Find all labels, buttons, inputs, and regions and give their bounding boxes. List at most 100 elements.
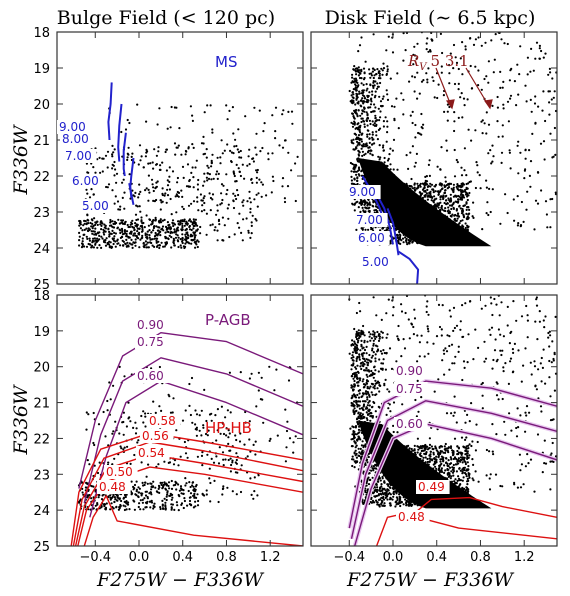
star-point <box>158 107 161 110</box>
star-point <box>175 429 178 432</box>
star-point <box>444 199 448 202</box>
star-point <box>360 99 363 102</box>
star-point <box>487 81 490 84</box>
star-point <box>261 146 264 150</box>
star-point <box>130 232 133 235</box>
star-point <box>364 400 367 403</box>
star-point <box>290 169 293 172</box>
star-point <box>93 237 96 240</box>
star-point <box>145 246 148 249</box>
star-point <box>402 113 405 116</box>
star-point <box>169 227 173 230</box>
star-point <box>158 168 161 171</box>
star-point <box>94 504 97 507</box>
star-point <box>487 152 490 155</box>
star-point <box>360 147 363 150</box>
star-point <box>443 110 446 113</box>
star-point <box>252 443 255 446</box>
star-point <box>123 222 126 226</box>
xlabel-left: F275W − F336W <box>96 569 264 591</box>
star-point <box>148 229 151 232</box>
star-point <box>367 210 370 213</box>
star-point <box>502 107 505 110</box>
star-point <box>211 131 214 134</box>
star-point <box>357 66 360 69</box>
star-point <box>173 459 177 462</box>
star-point <box>198 429 201 432</box>
star-point <box>284 460 287 463</box>
star-point <box>374 117 377 120</box>
star-point <box>248 163 251 166</box>
star-point <box>226 409 229 412</box>
star-point <box>257 371 260 374</box>
star-point <box>83 222 86 225</box>
star-point <box>166 493 169 496</box>
plot-area <box>70 332 303 546</box>
star-point <box>380 483 383 486</box>
star-point <box>422 187 425 190</box>
star-point <box>271 152 274 155</box>
star-point <box>519 45 522 48</box>
star-point <box>238 170 241 173</box>
star-point <box>395 97 398 100</box>
star-point <box>549 132 552 135</box>
star-point <box>253 198 256 201</box>
star-point <box>192 186 195 189</box>
star-point <box>362 100 365 103</box>
star-point <box>186 163 190 166</box>
star-point <box>296 155 299 158</box>
star-point <box>120 235 124 238</box>
star-point <box>476 164 479 167</box>
star-point <box>464 190 467 193</box>
star-point <box>275 368 278 371</box>
star-point <box>351 76 354 79</box>
star-point <box>123 375 126 378</box>
star-point <box>466 483 469 486</box>
star-point <box>414 189 417 192</box>
star-point <box>152 186 155 189</box>
panel-frame <box>56 294 304 547</box>
star-point <box>129 420 132 423</box>
star-point <box>380 362 383 365</box>
star-point <box>104 506 108 509</box>
star-point <box>200 434 203 437</box>
star-point <box>225 104 228 107</box>
star-point <box>441 208 444 211</box>
star-point <box>437 191 441 194</box>
star-point <box>353 77 356 80</box>
star-point <box>121 229 124 232</box>
star-point <box>222 184 225 187</box>
star-point <box>360 170 363 173</box>
star-point <box>199 193 202 196</box>
star-point <box>223 224 226 227</box>
star-point <box>358 129 361 132</box>
star-point <box>371 120 374 123</box>
star-point <box>358 425 361 428</box>
star-point <box>524 149 527 152</box>
star-point <box>207 177 211 180</box>
star-point <box>98 156 101 159</box>
star-point <box>534 57 537 60</box>
star-point <box>429 190 432 193</box>
star-point <box>369 152 372 155</box>
star-point <box>233 145 236 148</box>
star-point <box>491 160 494 163</box>
star-point <box>375 73 378 76</box>
star-point <box>373 335 376 338</box>
star-point <box>517 140 520 143</box>
star-point <box>235 493 238 496</box>
star-point <box>442 349 445 352</box>
star-point <box>375 134 378 137</box>
star-point <box>104 435 107 438</box>
star-point <box>500 151 504 154</box>
star-point <box>382 62 385 65</box>
star-point <box>105 502 108 505</box>
star-point <box>159 506 162 509</box>
star-point <box>166 188 169 191</box>
star-point <box>440 71 443 74</box>
star-point <box>184 242 187 245</box>
star-point <box>140 414 143 418</box>
star-point <box>354 83 357 86</box>
star-point <box>91 219 94 222</box>
star-point <box>516 63 519 66</box>
